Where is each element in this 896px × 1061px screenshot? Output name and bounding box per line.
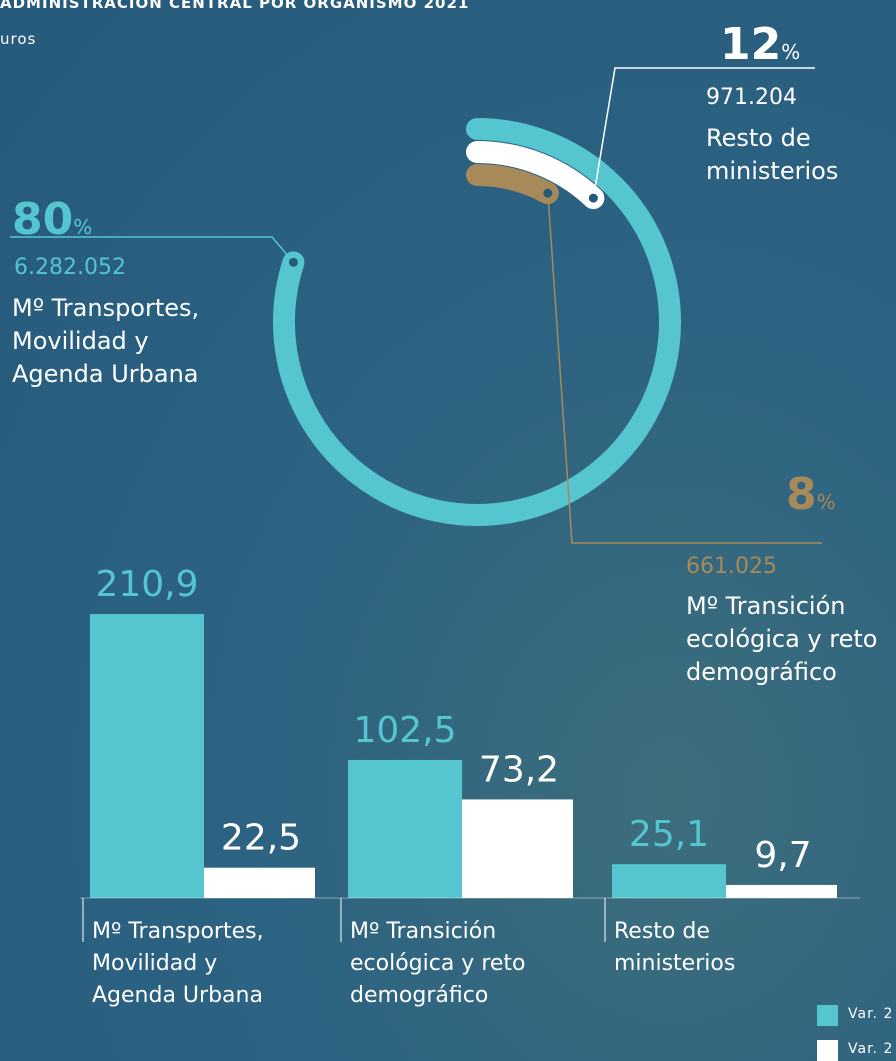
legend-swatch bbox=[817, 1005, 838, 1026]
category-label: Mº Transportes, Movilidad y Agenda Urban… bbox=[12, 292, 217, 391]
bar bbox=[462, 799, 573, 898]
percent-unit: % bbox=[73, 215, 92, 239]
page: {"chart_data": [ {"type": "donut", "titl… bbox=[0, 0, 896, 1061]
percent-unit: % bbox=[817, 490, 836, 514]
percent-label: 12% bbox=[720, 15, 800, 76]
title: ADMINISTRACIÓN CENTRAL POR ORGANISMO 202… bbox=[0, 0, 469, 12]
value-label: 102,5 bbox=[353, 710, 456, 751]
bar bbox=[90, 614, 204, 898]
bar bbox=[348, 760, 462, 898]
value-label: 22,5 bbox=[221, 818, 301, 859]
value-label: 210,9 bbox=[95, 564, 198, 605]
value-label: 73,2 bbox=[479, 749, 559, 790]
x-tick-label: Mº Transportes, Movilidad y Agenda Urban… bbox=[92, 916, 282, 1012]
donut-arc bbox=[284, 129, 670, 515]
subtitle: uros bbox=[0, 30, 36, 48]
legend-label: Var. 2 bbox=[848, 1006, 893, 1022]
bar bbox=[726, 885, 837, 898]
category-label: Mº Transición ecológica y reto demográfi… bbox=[686, 590, 896, 689]
amount-label: 661.025 bbox=[686, 552, 777, 582]
legend-swatch bbox=[817, 1040, 838, 1061]
x-tick-label: Resto de ministerios bbox=[614, 916, 804, 980]
percent-value: 8 bbox=[786, 469, 817, 520]
amount-label: 971.204 bbox=[706, 83, 797, 113]
percent-unit: % bbox=[781, 40, 800, 64]
percent-label: 8% bbox=[786, 465, 836, 526]
legend-label: Var. 2 bbox=[848, 1041, 893, 1057]
percent-label: 80% bbox=[12, 190, 92, 251]
value-label: 25,1 bbox=[629, 814, 709, 855]
bar bbox=[612, 864, 726, 898]
arc-end-dot bbox=[587, 192, 599, 204]
arc-end-dot bbox=[287, 256, 299, 268]
amount-label: 6.282.052 bbox=[14, 253, 126, 283]
category-label: Resto de ministerios bbox=[706, 122, 896, 188]
value-label: 9,7 bbox=[754, 835, 811, 876]
x-tick-label: Mº Transición ecológica y reto demográfi… bbox=[350, 916, 540, 1012]
bar bbox=[204, 868, 315, 898]
donut-arc bbox=[477, 175, 548, 193]
percent-value: 12 bbox=[720, 19, 781, 70]
arc-end-dot bbox=[542, 187, 554, 199]
percent-value: 80 bbox=[12, 194, 73, 245]
